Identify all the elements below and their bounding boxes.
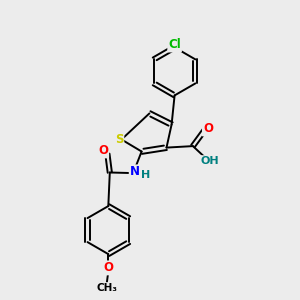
Text: O: O bbox=[103, 261, 113, 274]
Text: CH₃: CH₃ bbox=[96, 283, 117, 293]
Text: S: S bbox=[115, 133, 123, 146]
Text: N: N bbox=[130, 165, 140, 178]
Text: Cl: Cl bbox=[168, 38, 181, 52]
Text: OH: OH bbox=[201, 156, 220, 166]
Text: O: O bbox=[98, 144, 108, 158]
Text: H: H bbox=[141, 170, 150, 181]
Text: O: O bbox=[203, 122, 213, 136]
